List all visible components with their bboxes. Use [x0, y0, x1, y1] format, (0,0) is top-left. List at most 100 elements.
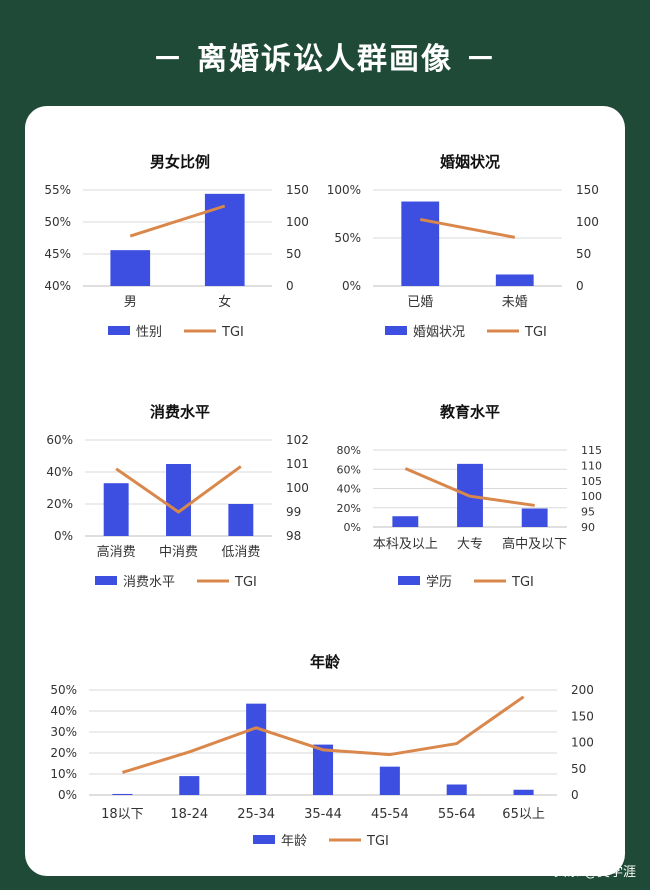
legend-bar-label: 消费水平 [123, 575, 175, 590]
right-tick-label: 100 [576, 215, 599, 229]
legend-line-label: TGI [524, 325, 547, 340]
right-tick-label: 101 [286, 457, 309, 471]
bar [246, 703, 267, 795]
tgi-line [121, 695, 525, 774]
chart-age: 年龄 0% 10% 20% 30% 40% 50% 0 50 100 150 200 18以下 18-24… [35, 640, 615, 865]
left-tick-label: 55% [44, 183, 71, 197]
category-label: 低消费 [221, 545, 260, 560]
legend-bar-label: 婚姻状况 [413, 325, 465, 340]
category-label: 18-24 [170, 807, 208, 822]
legend-bar-label: 年龄 [281, 834, 307, 849]
left-tick-label: 50% [44, 215, 71, 229]
bar [110, 250, 151, 286]
bar [103, 483, 129, 536]
tgi-line [404, 467, 535, 507]
right-tick-label: 50 [571, 762, 586, 776]
category-label: 未婚 [502, 295, 528, 310]
right-tick-label: 98 [286, 529, 301, 543]
category-label: 35-44 [304, 807, 342, 822]
bar [379, 766, 400, 795]
left-tick-label: 80% [337, 444, 361, 457]
left-tick-label: 45% [44, 247, 71, 261]
right-tick-label: 50 [286, 247, 301, 261]
bar [228, 504, 254, 536]
category-label: 65以上 [502, 807, 545, 822]
left-tick-label: 20% [50, 746, 77, 760]
right-tick-label: 0 [286, 279, 294, 293]
category-label: 25-34 [237, 807, 275, 822]
right-tick-label: 100 [286, 481, 309, 495]
category-label: 女 [218, 294, 231, 310]
right-tick-label: 105 [581, 475, 602, 488]
right-tick-label: 100 [286, 215, 309, 229]
left-tick-label: 0% [54, 529, 73, 543]
chart-title: 婚姻状况 [440, 153, 500, 171]
chart-consumption: 消费水平 0% 20% 40% 60% 98 99 100 101 102 高消费 中消费 低消费 消费水… [35, 390, 325, 605]
bar [179, 776, 200, 795]
bar [392, 516, 419, 527]
chart-gender-svg: 男女比例 40% 45% 50% 55% 0 50 100 150 男 女性别 TGI [44, 153, 309, 340]
legend-bar-swatch [108, 326, 130, 335]
category-label: 男 [124, 295, 137, 310]
left-tick-label: 50% [50, 683, 77, 697]
category-label: 本科及以上 [373, 537, 438, 552]
watermark: 头条 @吴学涯 [553, 865, 636, 880]
right-tick-label: 90 [581, 521, 595, 534]
right-tick-label: 99 [286, 505, 301, 519]
left-tick-label: 40% [44, 279, 71, 293]
chart-education-svg: 教育水平 0% 20% 40% 60% 80% 90 95 100 105 110 115 本科及以上 大… [337, 403, 602, 590]
right-tick-label: 200 [571, 683, 594, 697]
category-label: 18以下 [101, 807, 144, 822]
left-tick-label: 0% [342, 279, 361, 293]
chart-title: 消费水平 [150, 403, 210, 421]
right-tick-label: 150 [576, 183, 599, 197]
legend-bar-swatch [398, 576, 420, 585]
right-tick-label: 50 [576, 247, 591, 261]
bar [312, 744, 334, 795]
right-tick-label: 100 [571, 736, 594, 750]
left-tick-label: 20% [46, 497, 73, 511]
category-label: 中消费 [159, 545, 198, 560]
chart-gender: 男女比例 40% 45% 50% 55% 0 50 100 150 男 女性别 TGI [35, 140, 325, 355]
left-tick-label: 10% [50, 767, 77, 781]
tgi-line [115, 465, 242, 514]
bar [446, 784, 467, 795]
chart-age-svg: 年龄 0% 10% 20% 30% 40% 50% 0 50 100 150 200 18以下 18-24… [50, 653, 594, 849]
left-tick-label: 60% [46, 433, 73, 447]
tgi-line [419, 217, 516, 239]
right-tick-label: 0 [576, 279, 584, 293]
legend-line-label: TGI [511, 575, 534, 590]
legend-line-label: TGI [234, 575, 257, 590]
legend-bar-swatch [253, 835, 275, 844]
right-tick-label: 150 [286, 183, 309, 197]
category-label: 大专 [457, 537, 483, 552]
tgi-line [129, 204, 226, 238]
left-tick-label: 0% [58, 788, 77, 802]
chart-marital: 婚姻状况 0% 50% 100% 0 50 100 150 已婚 未婚 婚姻状况 TGI [325, 140, 615, 355]
right-tick-label: 110 [581, 459, 602, 472]
right-tick-label: 150 [571, 709, 594, 723]
chart-title: 男女比例 [150, 153, 210, 171]
legend-bar-label: 学历 [426, 574, 452, 590]
right-tick-label: 0 [571, 788, 579, 802]
bar [166, 464, 191, 536]
bar [204, 193, 245, 286]
left-tick-label: 30% [50, 725, 77, 739]
left-tick-label: 0% [344, 521, 361, 534]
category-label: 高中及以下 [502, 536, 567, 552]
right-tick-label: 102 [286, 433, 309, 447]
legend-line-label: TGI [221, 325, 244, 340]
bar [495, 274, 534, 286]
legend-bar-swatch [95, 576, 117, 585]
bar [112, 793, 133, 795]
left-tick-label: 50% [334, 231, 361, 245]
category-label: 55-64 [438, 807, 476, 822]
left-tick-label: 20% [337, 502, 361, 515]
right-tick-label: 115 [581, 444, 602, 457]
legend-bar-label: 性别 [136, 325, 162, 340]
bar [513, 789, 534, 795]
category-label: 高消费 [97, 544, 136, 560]
category-label: 45-54 [371, 807, 409, 822]
chart-title: 教育水平 [439, 403, 500, 421]
